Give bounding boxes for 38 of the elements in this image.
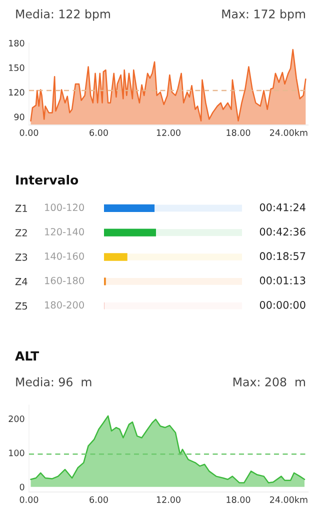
- y-tick-label: Z5: [15, 302, 27, 310]
- x-tick-label: 24.00km: [270, 496, 308, 503]
- text: 160-180: [45, 276, 84, 284]
- x-tick-label: 12.00: [156, 496, 180, 503]
- x-tick-label: 24.00km: [270, 129, 308, 136]
- x-tick-label: 6.00: [90, 129, 108, 136]
- text: Media: 122 bpm: [16, 9, 110, 21]
- x-tick-label: 12.00: [156, 129, 180, 136]
- text: Media: 96 m: [16, 377, 92, 386]
- x-tick-label: 0.00: [20, 129, 38, 136]
- y-tick-label: 100: [9, 450, 24, 456]
- y-tick-label: 200: [8, 415, 24, 422]
- y-tick-label: 120: [9, 89, 24, 96]
- x-tick-label: 6.00: [90, 496, 108, 503]
- y-tick-label: 180: [9, 40, 24, 46]
- y-tick-label: 150: [9, 64, 24, 72]
- data-label: 00:42:36: [260, 228, 306, 236]
- x-tick-label: 18.00: [226, 129, 250, 136]
- x-tick-label: 18.00: [226, 496, 250, 503]
- y-tick-label: Z1: [15, 204, 27, 212]
- data-label: 00:01:13: [260, 276, 306, 284]
- text: Max: 172 bpm: [222, 9, 305, 21]
- y-tick-label: Z2: [15, 229, 27, 236]
- text: Max: 208 m: [233, 377, 305, 386]
- chart-title: Intervalo: [16, 174, 78, 185]
- data-label: 00:18:57: [260, 252, 306, 260]
- y-tick-label: 0: [20, 484, 24, 490]
- x-tick-label: 0.00: [20, 496, 38, 503]
- text: 100-120: [45, 204, 84, 212]
- text: 140-160: [45, 252, 84, 260]
- text: 180-200: [45, 301, 84, 309]
- y-tick-label: 90: [14, 114, 24, 120]
- data-label: 00:00:00: [260, 300, 306, 309]
- text: 120-140: [45, 228, 84, 236]
- y-tick-label: Z4: [15, 278, 28, 286]
- chart-title: ALT: [15, 351, 40, 360]
- data-label: 00:41:24: [260, 203, 306, 212]
- y-tick-label: Z3: [15, 253, 28, 261]
